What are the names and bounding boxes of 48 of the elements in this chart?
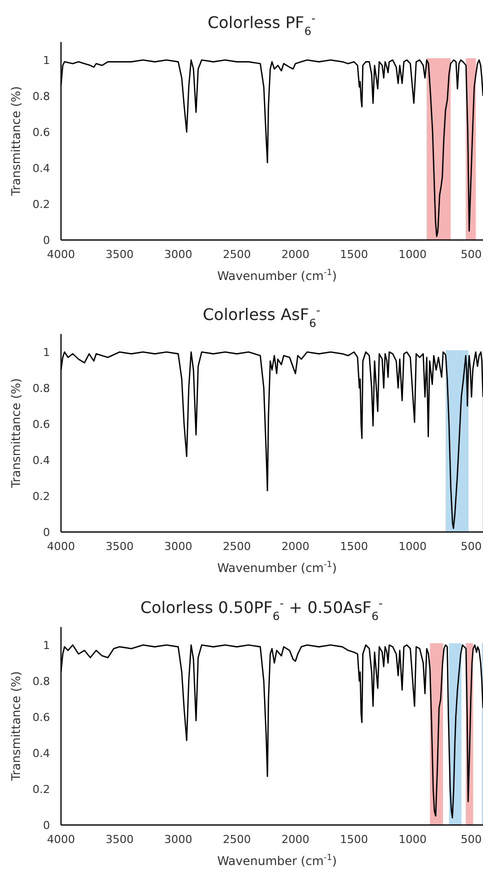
x-tick-label: 2500 bbox=[222, 540, 251, 553]
y-tick-label: 0.4 bbox=[32, 454, 50, 467]
x-axis-title: Wavenumber (cm$^{-1}$) bbox=[217, 267, 337, 283]
y-tick-label: 0.2 bbox=[32, 490, 50, 503]
x-tick-label: 1000 bbox=[398, 540, 427, 553]
x-tick-label: 4000 bbox=[47, 248, 75, 261]
y-axis-title: Transmittance (%) bbox=[9, 86, 23, 197]
x-tick-label: 500 bbox=[460, 833, 482, 846]
x-tick-label: 2500 bbox=[222, 248, 251, 261]
y-tick-label: 1 bbox=[43, 346, 50, 359]
y-tick-label: 0.2 bbox=[32, 783, 50, 796]
x-tick-label: 3000 bbox=[164, 540, 192, 553]
y-tick-label: 0.4 bbox=[32, 162, 50, 175]
y-tick-label: 0 bbox=[43, 526, 50, 539]
x-tick-label: 3000 bbox=[164, 833, 192, 846]
y-tick-label: 0.6 bbox=[32, 126, 50, 139]
x-tick-label: 1000 bbox=[398, 833, 427, 846]
x-tick-label: 1500 bbox=[340, 833, 368, 846]
y-tick-label: 0.6 bbox=[32, 711, 50, 724]
y-tick-label: 0.6 bbox=[32, 418, 50, 431]
y-tick-label: 1 bbox=[43, 54, 50, 67]
x-axis-title: Wavenumber (cm$^{-1}$) bbox=[217, 852, 337, 868]
x-tick-label: 2000 bbox=[281, 833, 310, 846]
x-tick-label: 1000 bbox=[398, 248, 427, 261]
x-tick-label: 1500 bbox=[340, 248, 368, 261]
x-tick-label: 2000 bbox=[281, 248, 310, 261]
y-tick-label: 1 bbox=[43, 639, 50, 652]
x-tick-label: 3000 bbox=[164, 248, 192, 261]
y-tick-label: 0.8 bbox=[32, 382, 50, 395]
x-tick-label: 4000 bbox=[47, 833, 75, 846]
x-tick-label: 3500 bbox=[106, 833, 134, 846]
x-tick-label: 2500 bbox=[222, 833, 251, 846]
x-tick-label: 3500 bbox=[106, 248, 134, 261]
y-tick-label: 0.4 bbox=[32, 747, 50, 760]
y-tick-label: 0.8 bbox=[32, 675, 50, 688]
y-tick-label: 0.8 bbox=[32, 90, 50, 103]
x-tick-label: 2000 bbox=[281, 540, 310, 553]
x-tick-label: 4000 bbox=[47, 540, 75, 553]
y-tick-label: 0.2 bbox=[32, 198, 50, 211]
x-axis-title: Wavenumber (cm$^{-1}$) bbox=[217, 559, 337, 575]
y-tick-label: 0 bbox=[43, 234, 50, 247]
x-tick-label: 500 bbox=[460, 540, 482, 553]
x-tick-label: 3500 bbox=[106, 540, 134, 553]
x-tick-label: 1500 bbox=[340, 540, 368, 553]
y-axis-title: Transmittance (%) bbox=[9, 671, 23, 782]
y-axis-title: Transmittance (%) bbox=[9, 378, 23, 489]
y-tick-label: 0 bbox=[43, 819, 50, 832]
x-tick-label: 500 bbox=[460, 248, 482, 261]
